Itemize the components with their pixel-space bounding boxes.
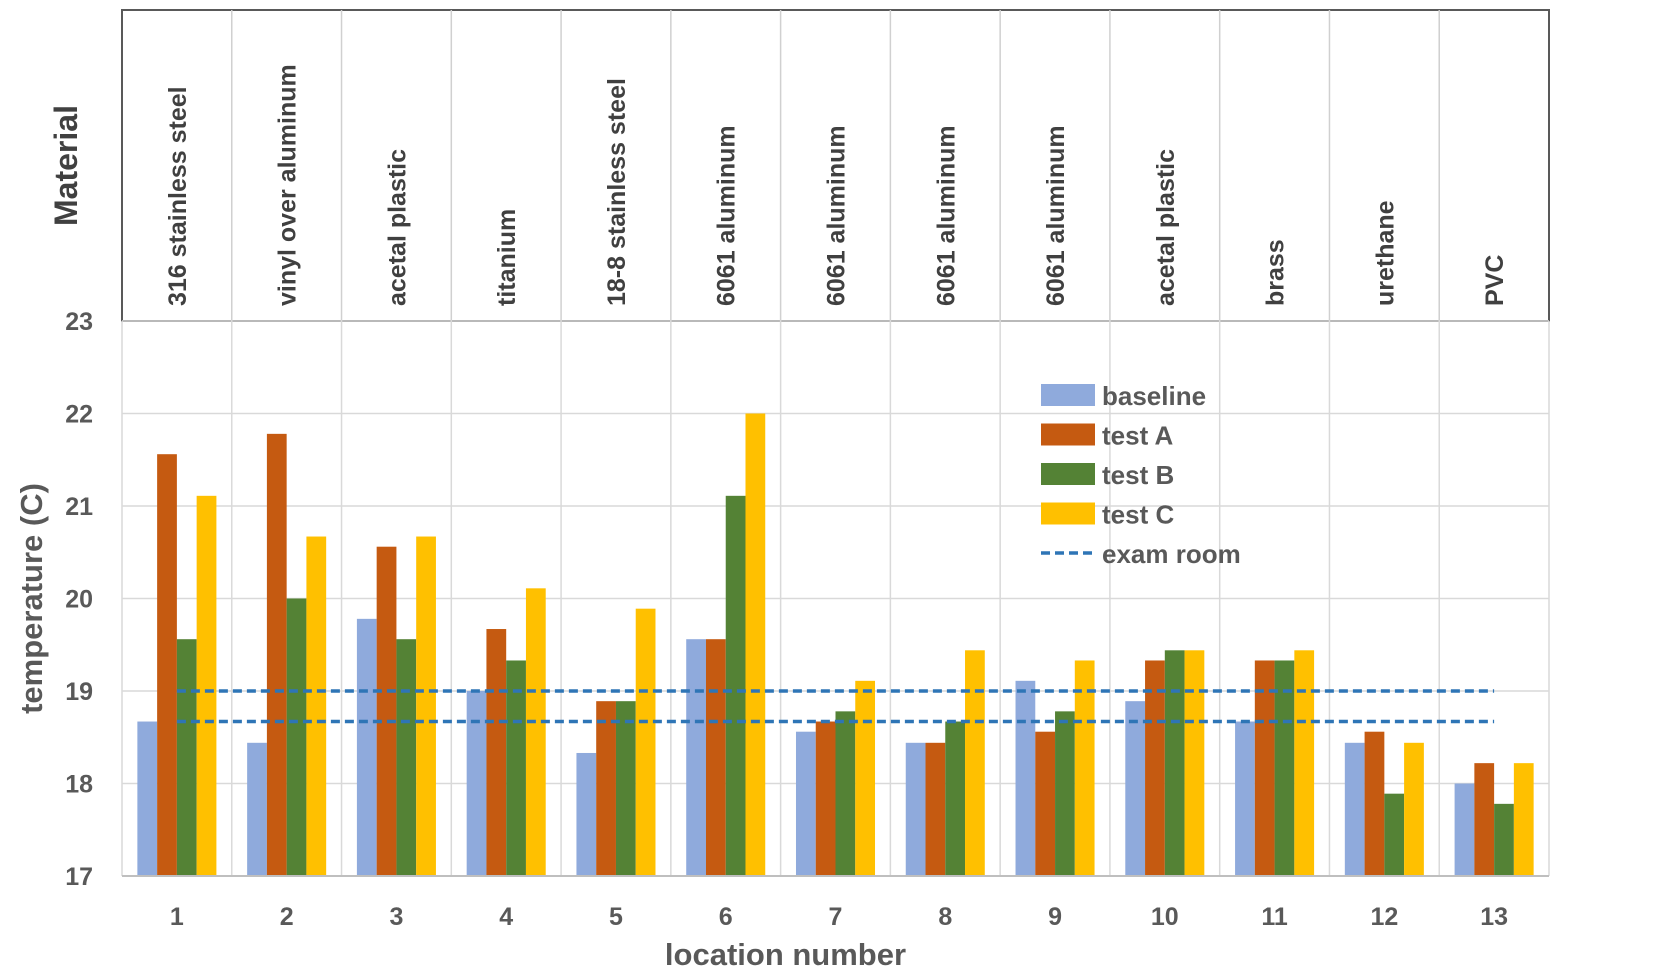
y-tick-label: 20	[65, 586, 93, 614]
material-label: 6061 aluminum	[823, 125, 851, 306]
y-tick-label: 18	[65, 771, 93, 799]
bar-test-c	[1513, 763, 1534, 876]
bar-test-a	[596, 701, 616, 876]
legend-label: test B	[1102, 460, 1174, 490]
material-label: 6061 aluminum	[713, 125, 741, 306]
bar-test-b	[945, 721, 966, 876]
y-tick-label: 23	[65, 308, 93, 336]
bar-baseline	[466, 691, 487, 876]
y-tick-label: 17	[65, 863, 93, 891]
bar-test-a	[815, 721, 836, 876]
bar-baseline	[1015, 680, 1036, 876]
material-label: 18-8 stainless steel	[603, 78, 631, 306]
bar-test-a	[705, 639, 726, 876]
legend-swatch	[1041, 502, 1095, 525]
x-tick-label: 3	[389, 903, 403, 931]
x-tick-label: 12	[1370, 903, 1398, 931]
x-tick-label: 13	[1480, 903, 1508, 931]
bar-test-a	[1254, 660, 1275, 876]
bar-test-c	[196, 495, 217, 876]
material-label: 6061 aluminum	[932, 125, 960, 306]
x-tick-label: 11	[1261, 903, 1288, 931]
bar-test-a	[486, 629, 507, 876]
bar-test-c	[525, 588, 546, 876]
material-label: 6061 aluminum	[1042, 125, 1070, 306]
bar-test-b	[286, 598, 307, 876]
y-tick-label: 22	[65, 401, 93, 429]
material-label: urethane	[1371, 200, 1399, 306]
bar-baseline	[356, 618, 377, 876]
bar-test-b	[615, 701, 636, 876]
legend-swatch	[1041, 423, 1095, 446]
legend-label: exam room	[1102, 539, 1241, 569]
material-label: 316 stainless steel	[164, 86, 192, 306]
bar-test-c	[745, 413, 766, 876]
bar-test-a	[1474, 763, 1495, 876]
x-tick-label: 7	[829, 903, 843, 931]
bar-baseline	[1344, 742, 1365, 876]
bar-test-c	[306, 536, 327, 876]
bar-test-b	[725, 495, 746, 876]
bar-test-a	[376, 546, 397, 876]
bar-test-c	[1074, 660, 1095, 876]
bar-baseline	[686, 639, 706, 876]
bar-test-a	[1364, 731, 1385, 876]
bar-baseline	[1125, 701, 1146, 876]
x-tick-label: 6	[719, 903, 733, 931]
bar-test-b	[396, 639, 417, 876]
bar-baseline	[1454, 783, 1475, 876]
bar-test-c	[1184, 650, 1205, 876]
bar-test-b	[176, 639, 197, 876]
material-header-label: Material	[48, 105, 84, 226]
legend-label: baseline	[1102, 381, 1206, 411]
bar-test-b	[835, 711, 856, 876]
bar-test-b	[1274, 660, 1295, 876]
bar-test-c	[635, 608, 656, 876]
bar-test-a	[1145, 660, 1165, 876]
bar-test-a	[266, 433, 287, 876]
bar-baseline	[1235, 721, 1255, 876]
bar-test-b	[1384, 793, 1405, 876]
legend-label: test C	[1102, 500, 1174, 530]
y-tick-label: 19	[65, 678, 93, 706]
bar-baseline	[576, 752, 597, 876]
y-tick-label: 21	[65, 493, 93, 521]
x-tick-label: 4	[499, 903, 513, 931]
material-label: vinyl over aluminum	[274, 64, 302, 306]
bar-test-b	[506, 660, 526, 876]
bar-test-c	[965, 650, 985, 876]
x-tick-label: 9	[1048, 903, 1062, 931]
x-tick-label: 5	[609, 903, 623, 931]
bar-test-a	[1035, 731, 1056, 876]
material-label: titanium	[493, 209, 521, 306]
x-tick-label: 1	[170, 903, 184, 931]
legend-swatch	[1041, 463, 1095, 485]
x-tick-label: 10	[1151, 903, 1179, 931]
legend-label: test A	[1102, 421, 1173, 451]
bar-baseline	[247, 742, 267, 876]
bar-test-a	[925, 742, 946, 876]
bar-test-b	[1164, 650, 1185, 876]
bar-baseline	[137, 721, 158, 876]
bar-test-a	[157, 454, 177, 876]
bar-test-b	[1494, 803, 1514, 876]
material-label: acetal plastic	[1152, 149, 1180, 306]
material-label: acetal plastic	[383, 149, 411, 306]
bar-test-c	[1294, 650, 1315, 876]
bar-test-c	[855, 680, 876, 876]
material-label: PVC	[1481, 255, 1509, 306]
material-label: brass	[1262, 239, 1290, 306]
bar-test-b	[1055, 711, 1075, 876]
x-axis-title: location number	[665, 937, 906, 972]
y-axis-title: temperature (C)	[14, 483, 49, 714]
bar-baseline	[795, 731, 816, 876]
bar-test-c	[1404, 742, 1424, 876]
x-tick-label: 8	[938, 903, 952, 931]
x-tick-label: 2	[280, 903, 294, 931]
bar-test-c	[416, 536, 436, 876]
legend-swatch	[1041, 384, 1095, 406]
bar-baseline	[905, 742, 926, 876]
